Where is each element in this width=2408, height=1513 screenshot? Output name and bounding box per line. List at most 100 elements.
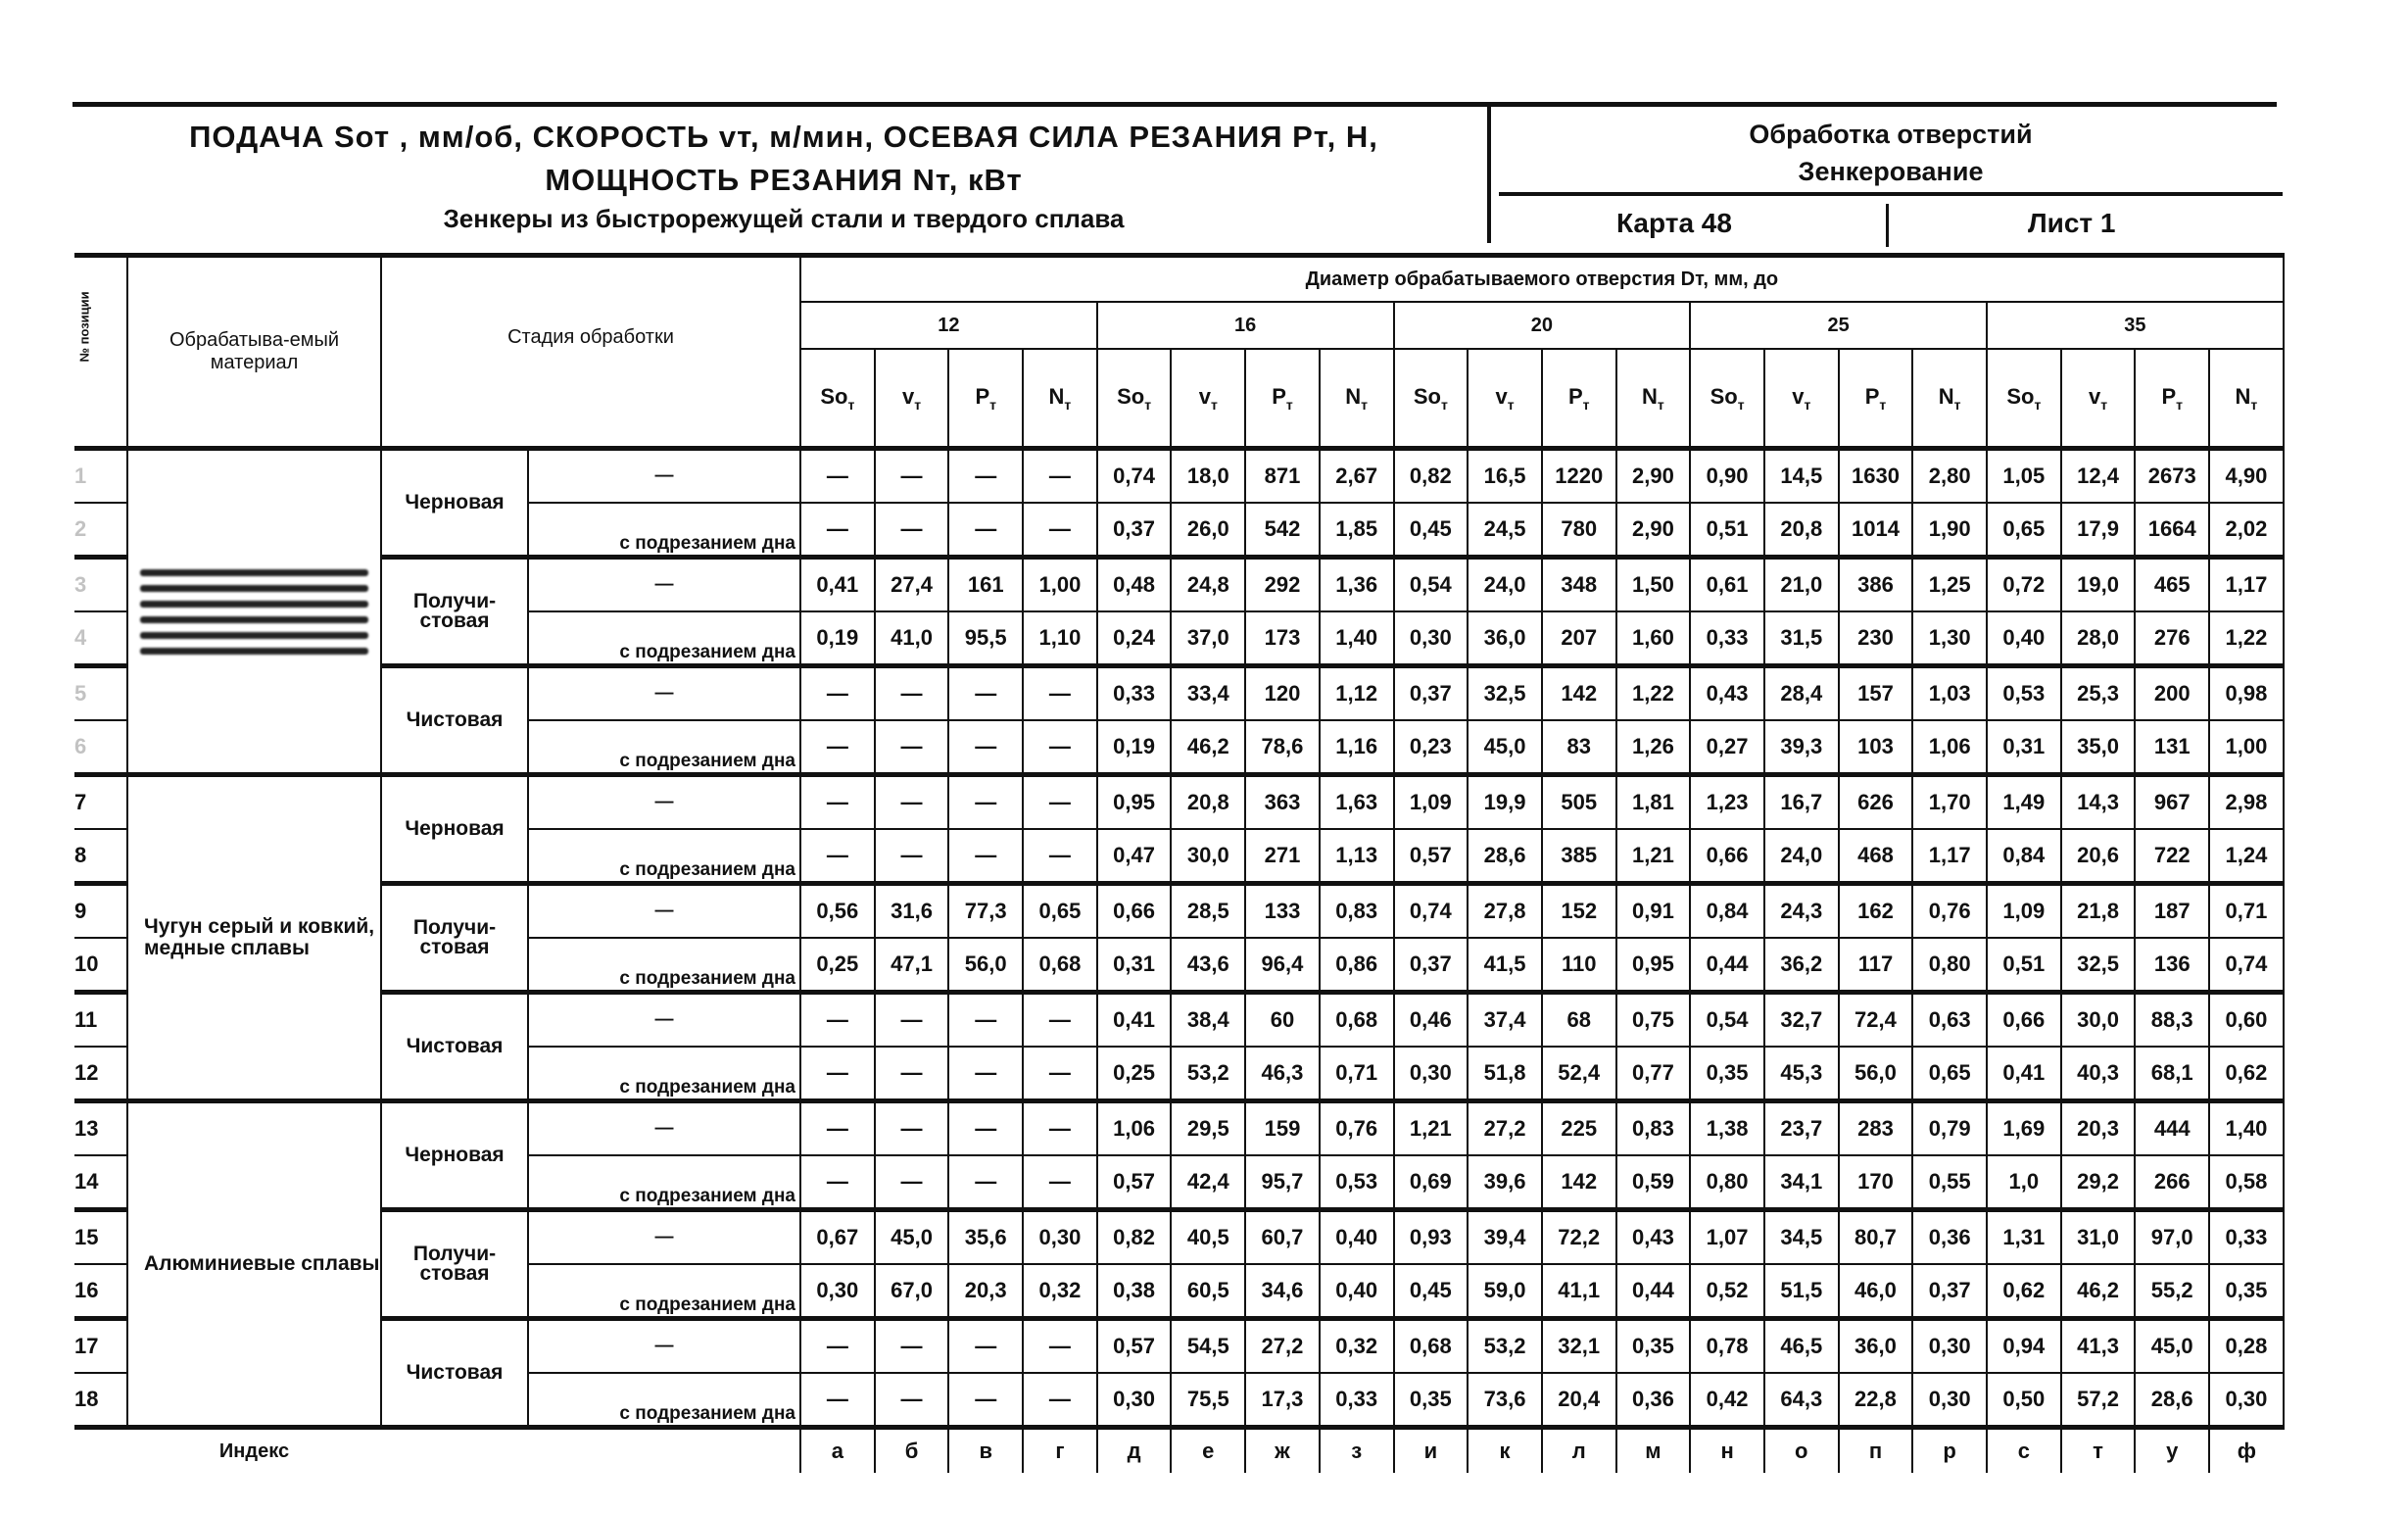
table-row: 18 с подрезанием дна — — — —0,30 75,5 17,3 0,33 0… [74, 1372, 2285, 1429]
table-row: 14 с подрезанием дна — — — —0,57 42,4 95,7 0,53 0… [74, 1154, 2285, 1211]
value-cell: 0,25 [1095, 1046, 1173, 1102]
value-cell: 28,0 [2059, 610, 2137, 667]
value-cell: — [799, 828, 876, 885]
value-cell: 173 [1244, 610, 1321, 667]
material-cell: Чугун серый и ковкий, медные сплавы [126, 772, 382, 1102]
value-cell: 142 [1540, 663, 1617, 721]
value-cell: 0,93 [1392, 1207, 1469, 1265]
value-cell: 0,80 [1689, 1154, 1765, 1211]
value-cell: 24,0 [1467, 555, 1543, 612]
value-cell: 0,57 [1095, 1154, 1173, 1211]
value-cell: 27,8 [1467, 881, 1543, 939]
value-cell: 1,05 [1986, 446, 2062, 504]
value-cell: — [947, 1098, 1025, 1156]
diameter-group-header: 25 [1689, 301, 1988, 350]
value-cell: — [1022, 990, 1098, 1048]
value-cell: 0,37 [1392, 663, 1469, 721]
table-row: 10 с подрезанием дна 0,25 47,1 56,0 0,68 0,31 4… [74, 937, 2285, 994]
value-cell: 0,57 [1095, 1316, 1173, 1374]
value-cell: 42,4 [1170, 1154, 1247, 1211]
diameter-group-header: 16 [1095, 301, 1395, 350]
value-cell: 152 [1540, 881, 1617, 939]
index-letter: н [1689, 1427, 1764, 1473]
param-header: Sот [799, 348, 876, 450]
value-cell: 1,21 [1392, 1098, 1469, 1156]
value-cell: 25,3 [2059, 663, 2137, 721]
value-cell: 53,2 [1467, 1316, 1543, 1374]
index-label: Индекс [218, 1440, 290, 1462]
value-cell: 1,10 [1022, 610, 1098, 667]
value-cell: 1,16 [1318, 719, 1395, 776]
value-cell: 52,4 [1540, 1046, 1617, 1102]
value-cell: 0,65 [1911, 1046, 1988, 1102]
value-cell: 0,50 [1986, 1372, 2062, 1429]
value-cell: 0,59 [1614, 1154, 1692, 1211]
index-letter: г [1022, 1427, 1097, 1473]
value-cell: 0,37 [1392, 937, 1469, 994]
value-cell: 0,60 [2208, 990, 2285, 1048]
value-cell: 17,9 [2059, 502, 2137, 559]
value-cell: 1664 [2134, 502, 2211, 559]
row-number: 10 [74, 937, 128, 994]
substage-cell: с подрезанием дна [527, 1372, 801, 1429]
row-number: 2 [74, 502, 128, 559]
value-cell: 0,77 [1614, 1046, 1692, 1102]
value-cell: — [873, 772, 950, 830]
value-cell: 465 [2134, 555, 2211, 612]
value-cell: 32,5 [1467, 663, 1543, 721]
value-cell: 136 [2134, 937, 2211, 994]
value-cell: 35,0 [2059, 719, 2137, 776]
value-cell: 110 [1540, 937, 1617, 994]
value-cell: 19,9 [1467, 772, 1543, 830]
index-letter: е [1170, 1427, 1246, 1473]
substage-cell: — [527, 1316, 801, 1374]
value-cell: 0,33 [1689, 610, 1765, 667]
value-cell: 0,61 [1689, 555, 1765, 612]
value-cell: 41,3 [2059, 1316, 2137, 1374]
value-cell: 0,33 [2208, 1207, 2285, 1265]
value-cell: 20,4 [1540, 1372, 1617, 1429]
value-cell: — [873, 990, 950, 1048]
value-cell: 0,25 [799, 937, 876, 994]
value-cell: — [947, 1372, 1025, 1429]
row-number: 1 [74, 446, 128, 504]
value-cell: 16,5 [1467, 446, 1543, 504]
value-cell: — [799, 502, 876, 559]
value-cell: 41,0 [873, 610, 950, 667]
value-cell: 159 [1244, 1098, 1321, 1156]
section-title: Обработка отверстий [1749, 120, 2033, 149]
value-cell: 0,35 [1689, 1046, 1765, 1102]
table-row: 3 Получи-стовая —0,41 27,4 161 1,00 0,48 24,8 29… [74, 555, 2285, 667]
value-cell: 1,22 [2208, 610, 2285, 667]
param-header: Sот [1689, 348, 1765, 450]
index-letter: к [1467, 1427, 1542, 1473]
value-cell: — [1022, 1098, 1098, 1156]
value-cell: 0,40 [1986, 610, 2062, 667]
value-cell: 0,28 [2208, 1316, 2285, 1374]
value-cell: 23,7 [1762, 1098, 1840, 1156]
row-number: 17 [74, 1316, 128, 1374]
value-cell: 0,71 [1318, 1046, 1395, 1102]
index-letter: д [1095, 1427, 1172, 1473]
value-cell: 0,30 [1095, 1372, 1173, 1429]
value-cell: 1,09 [1392, 772, 1469, 830]
value-cell: 0,84 [1986, 828, 2062, 885]
stage-cell: Получи-стовая [380, 1207, 529, 1320]
value-cell: 1,00 [1022, 555, 1098, 612]
value-cell: 0,74 [1392, 881, 1469, 939]
value-cell: — [947, 446, 1025, 504]
param-header: Pт [947, 348, 1025, 450]
value-cell: 1,12 [1318, 663, 1395, 721]
value-cell: — [799, 1316, 876, 1374]
value-cell: 24,3 [1762, 881, 1840, 939]
substage-cell: с подрезанием дна [527, 937, 801, 994]
value-cell: 68 [1540, 990, 1617, 1048]
row-number: 18 [74, 1372, 128, 1429]
value-cell: 0,56 [799, 881, 876, 939]
value-cell: 14,3 [2059, 772, 2137, 830]
value-cell: 0,62 [2208, 1046, 2285, 1102]
row-number: 5 [74, 663, 128, 721]
divider [1886, 204, 1889, 247]
value-cell: 88,3 [2134, 990, 2211, 1048]
value-cell: 1,40 [2208, 1098, 2285, 1156]
